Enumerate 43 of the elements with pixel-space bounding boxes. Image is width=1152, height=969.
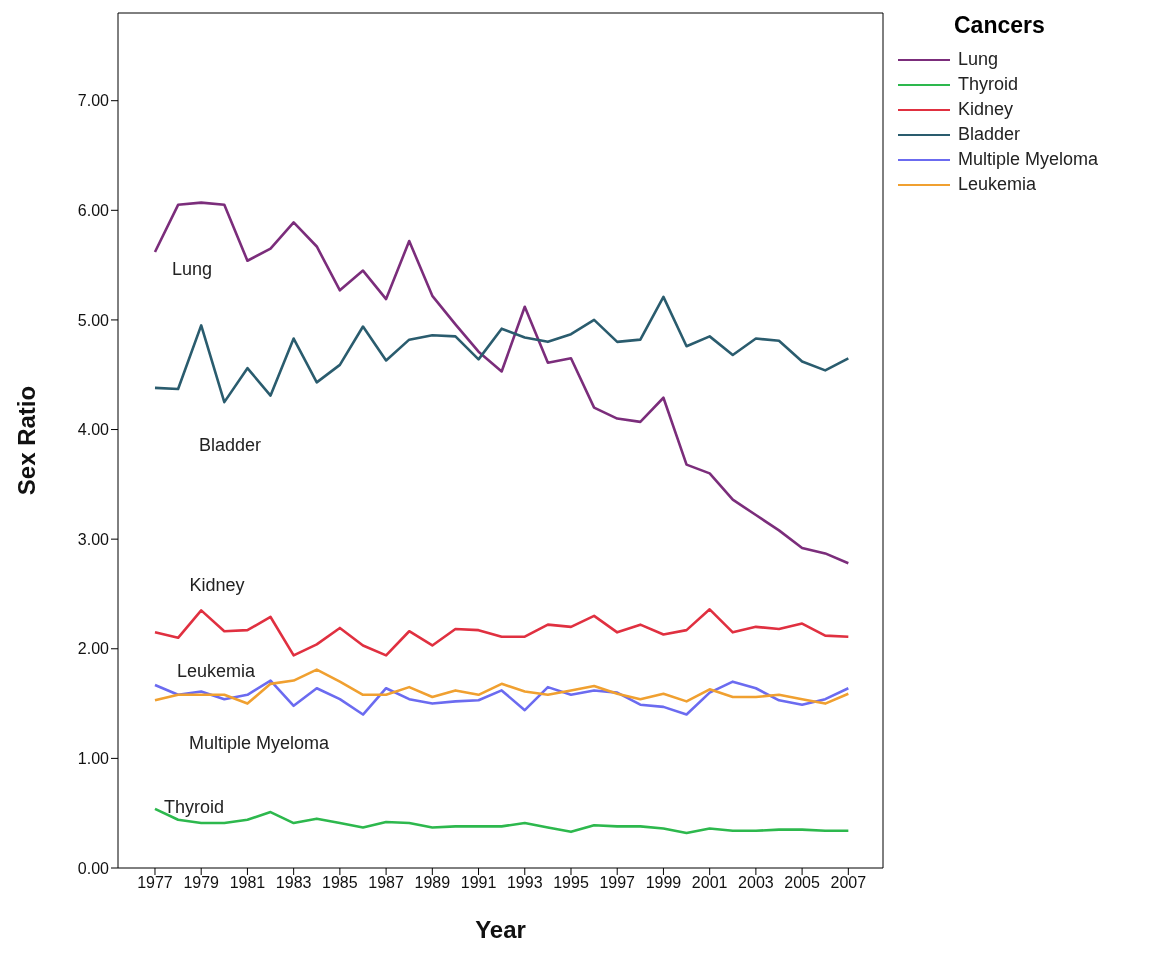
legend-label: Lung	[958, 49, 999, 70]
x-tick-label: 1989	[414, 874, 451, 892]
x-tick-label: 1999	[645, 874, 682, 892]
legend-label: Multiple Myeloma	[958, 149, 1099, 170]
x-tick-label: 1991	[460, 874, 497, 892]
line-series	[153, 201, 850, 565]
x-tick-label: 1993	[506, 874, 543, 892]
y-tick-label: 5.00	[77, 311, 110, 329]
y-tick-label: 6.00	[77, 201, 110, 219]
x-tick-label: 2003	[738, 874, 774, 892]
y-tick-label: 0.00	[77, 859, 110, 877]
annotation: Lung	[171, 258, 213, 280]
x-tick-label: 1985	[322, 874, 358, 892]
y-tick-label: 2.00	[77, 640, 110, 658]
legend-label: Bladder	[958, 124, 1021, 145]
x-tick-label: 1981	[229, 874, 266, 892]
line-series	[153, 679, 850, 716]
annotation: Multiple Myeloma	[188, 732, 330, 754]
annotation: Thyroid	[163, 796, 225, 818]
y-tick-label: 7.00	[77, 92, 110, 110]
y-tick-label: 4.00	[77, 421, 110, 439]
x-tick-label: 2001	[691, 874, 728, 892]
y-tick-label: 1.00	[77, 750, 110, 768]
x-tick-label: 1995	[553, 874, 589, 892]
line-series	[153, 608, 850, 657]
x-tick-label: 1983	[275, 874, 312, 892]
line-series	[153, 295, 850, 404]
legend-title: Cancers	[954, 12, 1046, 39]
y-axis-title: Sex Ratio	[12, 385, 40, 496]
annotation: Bladder	[198, 434, 262, 456]
x-tick-label: 1979	[183, 874, 220, 892]
y-tick-label: 3.00	[77, 530, 110, 548]
legend-label: Kidney	[958, 99, 1014, 120]
annotation: Leukemia	[176, 660, 256, 682]
x-axis-title: Year	[475, 916, 526, 943]
x-tick-label: 1997	[599, 874, 636, 892]
legend-label: Leukemia	[958, 174, 1037, 195]
legend-label: Thyroid	[958, 74, 1019, 95]
x-tick-label: 2007	[830, 874, 867, 892]
x-tick-label: 1977	[137, 874, 173, 892]
annotation: Kidney	[189, 574, 245, 596]
x-tick-label: 2005	[784, 874, 821, 892]
x-tick-label: 1987	[368, 874, 404, 892]
